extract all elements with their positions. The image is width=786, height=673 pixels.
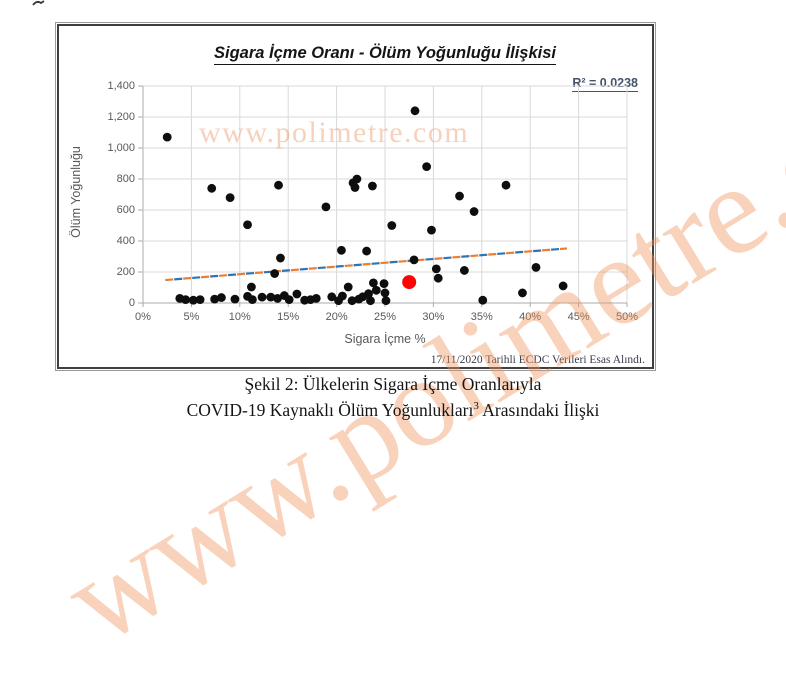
data-point-countries — [337, 245, 346, 255]
data-point-countries — [230, 294, 240, 304]
x-tick-label: 45% — [567, 311, 590, 323]
data-point-countries — [558, 281, 568, 291]
data-point-countries — [257, 292, 267, 302]
x-tick-label: 35% — [470, 311, 493, 323]
data-point-countries — [195, 295, 205, 304]
data-point-countries — [270, 269, 280, 278]
data-point-countries — [352, 174, 362, 184]
data-point-countries — [247, 295, 257, 304]
x-tick-label: 25% — [373, 311, 397, 323]
data-point-countries — [381, 296, 391, 306]
data-point-countries — [327, 292, 337, 302]
data-point-countries — [379, 279, 389, 289]
data-point-countries — [362, 246, 372, 256]
y-tick-label: 0 — [128, 296, 135, 309]
data-point-countries — [321, 202, 331, 212]
data-point-countries — [469, 207, 479, 216]
caption-line-1: Şekil 2: Ülkelerin Sigara İçme Oranlarıy… — [244, 374, 542, 394]
data-point-countries — [410, 106, 420, 116]
data-point-countries — [347, 296, 357, 306]
data-point-countries — [217, 293, 226, 302]
x-tick-label: 5% — [183, 311, 200, 323]
data-point-countries — [207, 183, 217, 193]
x-tick-label: 50% — [615, 311, 639, 323]
caption-line-2: COVID-19 Kaynaklı Ölüm Yoğunlukları3 Ara… — [186, 399, 600, 420]
x-tick-label: 10% — [228, 311, 251, 323]
cropped-text-fragment — [32, 0, 45, 6]
data-point-countries — [338, 291, 347, 301]
data-point-countries — [459, 266, 469, 275]
data-point-countries — [188, 295, 198, 305]
plot-area — [138, 85, 628, 307]
data-point-countries — [343, 282, 353, 292]
data-point-countries — [366, 296, 375, 306]
data-point-countries — [387, 221, 397, 230]
y-tick-label: 400 — [116, 234, 135, 247]
data-point-countries — [433, 273, 443, 283]
y-tick-label: 1,200 — [107, 110, 135, 123]
y-tick-label: 800 — [116, 172, 135, 185]
x-tick-label: 30% — [422, 311, 445, 323]
trendline-orange-dashes — [165, 247, 568, 282]
data-point-countries — [368, 278, 378, 288]
y-tick-label: 1,400 — [107, 79, 135, 92]
chart-title: Sigara İçme Oranı - Ölüm Yoğunluğu İlişk… — [143, 44, 627, 65]
data-point-countries — [478, 295, 488, 305]
data-point-highlighted-point — [402, 275, 417, 290]
data-point-countries — [358, 292, 368, 302]
chart-canvas — [138, 85, 628, 307]
y-tick-label: 1,000 — [107, 141, 135, 154]
x-tick-label: 40% — [519, 311, 542, 323]
figure-caption: Şekil 2: Ülkelerin Sigara İçme Oranlarıy… — [0, 373, 786, 421]
data-point-countries — [455, 191, 464, 201]
x-axis-title: Sigara İçme % — [344, 332, 426, 346]
y-tick-label: 600 — [116, 203, 135, 216]
data-point-countries — [266, 292, 276, 302]
data-point-countries — [531, 262, 541, 272]
data-point-countries — [409, 255, 419, 265]
source-note: 17/11/2020 Tarihli ECDC Verileri Esas Al… — [430, 354, 645, 366]
y-axis-title: Ölüm Yoğunluğu — [69, 146, 83, 238]
data-point-countries — [181, 295, 190, 304]
data-point-countries — [422, 162, 432, 171]
x-tick-label: 20% — [325, 311, 348, 323]
data-point-countries — [350, 183, 360, 192]
data-point-countries — [276, 253, 285, 263]
data-point-countries — [427, 225, 436, 235]
data-point-countries — [243, 220, 252, 230]
data-point-countries — [273, 293, 282, 303]
data-point-countries — [368, 181, 377, 191]
data-point-countries — [371, 285, 381, 295]
data-point-countries — [311, 293, 321, 303]
data-point-countries — [431, 264, 441, 274]
x-tick-label: 0% — [135, 311, 151, 323]
data-point-countries — [162, 132, 172, 142]
data-point-countries — [247, 282, 256, 292]
data-point-countries — [274, 180, 283, 190]
data-point-countries — [284, 295, 294, 304]
y-tick-label: 200 — [116, 265, 135, 278]
data-point-countries — [210, 294, 220, 304]
data-point-countries — [518, 288, 527, 298]
figure-2-chart: Sigara İçme Oranı - Ölüm Yoğunluğu İlişk… — [55, 22, 656, 371]
data-point-countries — [380, 288, 390, 298]
data-point-countries — [292, 289, 302, 299]
x-tick-label: 15% — [277, 311, 300, 323]
trendline-blue-dashes — [165, 247, 568, 282]
data-point-countries — [501, 180, 511, 190]
data-point-countries — [225, 193, 235, 202]
